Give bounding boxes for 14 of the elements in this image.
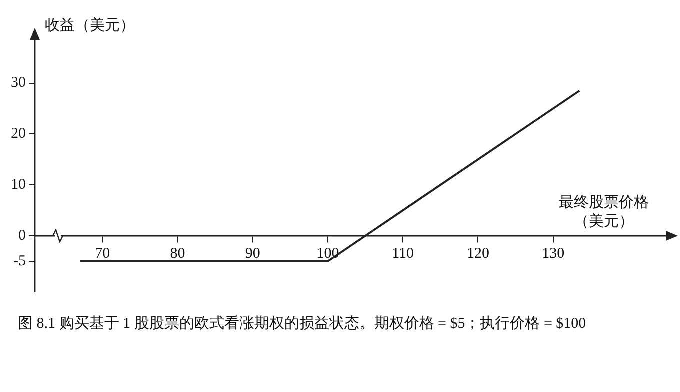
x-axis-title: 最终股票价格（美元） bbox=[559, 194, 649, 230]
x-tick-label: 110 bbox=[392, 246, 414, 262]
y-tick-label: -5 bbox=[14, 253, 26, 270]
x-tick-label: 120 bbox=[466, 246, 490, 262]
y-tick-label: 10 bbox=[11, 177, 26, 194]
x-tick-label: 130 bbox=[542, 246, 565, 262]
y-tick-label: 20 bbox=[11, 126, 26, 142]
x-tick-label: 90 bbox=[245, 246, 260, 262]
y-tick-label: 0 bbox=[18, 228, 26, 244]
x-tick-label: 70 bbox=[95, 246, 110, 262]
caption: 图 8.1 购买基于 1 股股票的欧式看涨期权的损益状态。期权价格 = $5；执行价格 = $100 bbox=[18, 314, 588, 334]
x-tick-label: 80 bbox=[170, 246, 186, 262]
y-tick-label: 30 bbox=[11, 75, 26, 92]
y-axis-title: 收益（美元） bbox=[45, 16, 135, 34]
